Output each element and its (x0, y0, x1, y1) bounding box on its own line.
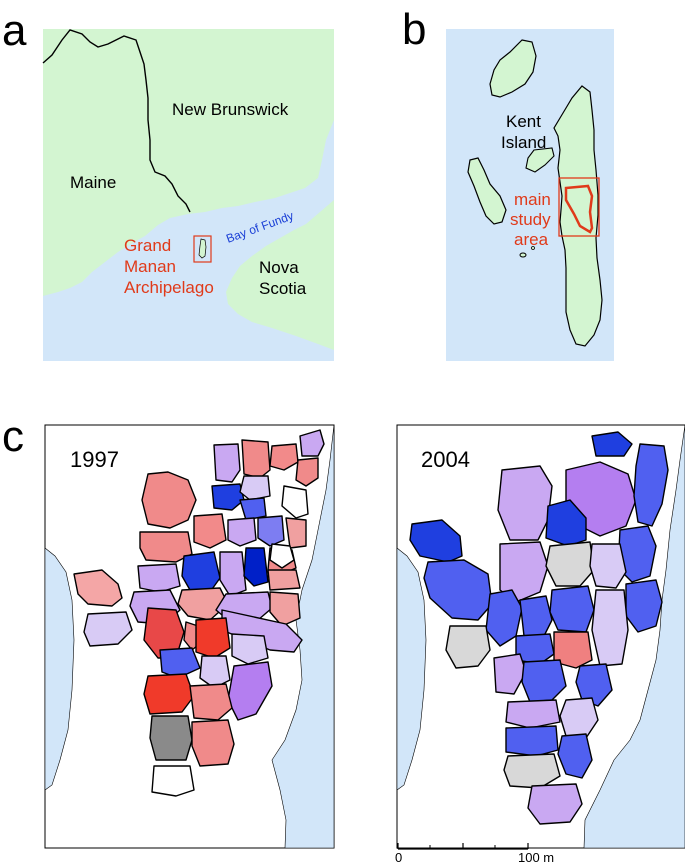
territory-2004 (591, 589, 629, 667)
territory-1997 (191, 719, 235, 767)
map-1997-east-water (271, 424, 335, 849)
territory-1997 (269, 443, 299, 471)
territory-2004 (505, 699, 561, 729)
label-new-brunswick: New Brunswick (172, 100, 289, 119)
territory-1997 (151, 765, 195, 797)
territory-2004 (625, 579, 663, 633)
territory-1997 (257, 515, 285, 547)
label-archipelago: Archipelago (124, 278, 214, 297)
territory-1997 (195, 617, 231, 659)
year-label-2004: 2004 (421, 447, 470, 472)
territory-1997 (281, 485, 309, 519)
panel-label-b: b (402, 5, 426, 54)
island-north (489, 39, 537, 98)
label-study: study (510, 210, 551, 229)
territory-1997 (269, 543, 295, 569)
territory-2004 (591, 431, 633, 457)
label-maine: Maine (70, 173, 116, 192)
territory-2004 (527, 783, 583, 825)
territory-1997 (189, 683, 233, 721)
territory-1997 (181, 551, 221, 593)
label-island: Island (501, 133, 546, 152)
islet-1 (519, 252, 527, 258)
label-area: area (514, 230, 549, 249)
territory-1997 (241, 439, 271, 479)
territory-1997 (227, 517, 257, 547)
territory-1997 (83, 611, 133, 647)
maine-new-brunswick-border (42, 29, 191, 213)
map-1997-west-water (44, 547, 75, 791)
territory-1997 (211, 483, 245, 511)
territory-2004 (423, 559, 493, 621)
territory-2004 (409, 519, 463, 563)
scale-label-start: 0 (395, 850, 402, 864)
map-2004-west-water (396, 547, 427, 791)
territory-1997 (231, 633, 269, 665)
scale-bar: 0 100 m (395, 843, 554, 864)
territory-2004 (633, 443, 669, 527)
grand-manan-island-mini (198, 238, 207, 259)
panel-label-c: c (2, 412, 24, 461)
territory-2004 (575, 663, 613, 707)
territory-1997 (299, 429, 325, 457)
territories-2004 (409, 431, 669, 825)
territory-2004 (505, 725, 559, 757)
territory-2004 (545, 499, 587, 547)
territory-1997 (149, 715, 193, 761)
island-small-central (525, 147, 555, 173)
mainland-landmass (43, 29, 334, 296)
territory-2004 (497, 465, 553, 541)
nova-scotia-landmass (226, 200, 334, 350)
label-main: main (514, 190, 551, 209)
territory-1997 (141, 471, 197, 529)
year-label-1997: 1997 (70, 447, 119, 472)
territory-2004 (589, 543, 627, 589)
map-2004-east-water (583, 424, 685, 849)
territory-1997 (239, 475, 271, 501)
territory-2004 (549, 585, 595, 633)
label-kent: Kent (506, 112, 541, 131)
territory-2004 (519, 595, 553, 637)
territory-2004 (493, 653, 527, 695)
territory-1997 (269, 591, 301, 627)
scale-label-end: 100 m (518, 850, 554, 864)
territory-1997 (239, 497, 267, 521)
grand-manan-highlight-box (193, 235, 212, 263)
label-grand: Grand (124, 236, 171, 255)
territory-2004 (553, 631, 593, 669)
territory-1997 (267, 569, 301, 591)
map-1997: 1997 (44, 424, 335, 849)
territory-1997 (285, 517, 307, 549)
territory-1997 (213, 443, 241, 483)
territory-1997 (193, 513, 227, 549)
label-scotia: Scotia (259, 279, 307, 298)
territory-1997 (137, 563, 181, 593)
panel-b: b Kent Island main study area (402, 5, 614, 361)
island-west (467, 157, 507, 225)
territory-2004 (545, 541, 595, 587)
islet-2 (531, 246, 535, 250)
study-area-box (558, 177, 600, 237)
panel-label-a: a (2, 6, 27, 55)
territory-1997 (243, 547, 269, 587)
map-2004: 2004 (396, 424, 685, 849)
territory-2004 (557, 733, 593, 779)
panel-a: a New Brunswick Maine Nova Scotia Bay of… (2, 6, 334, 361)
territories-1997 (73, 429, 325, 797)
territory-1997 (159, 647, 201, 679)
territory-1997 (139, 531, 193, 563)
territory-2004 (445, 625, 491, 669)
study-area-outline (564, 184, 594, 234)
label-nova: Nova (259, 258, 299, 277)
territory-1997 (143, 673, 195, 715)
label-manan: Manan (124, 257, 176, 276)
island-kent (553, 85, 603, 347)
territory-2004 (499, 541, 549, 603)
territory-1997 (73, 569, 123, 607)
territory-1997 (295, 457, 319, 487)
